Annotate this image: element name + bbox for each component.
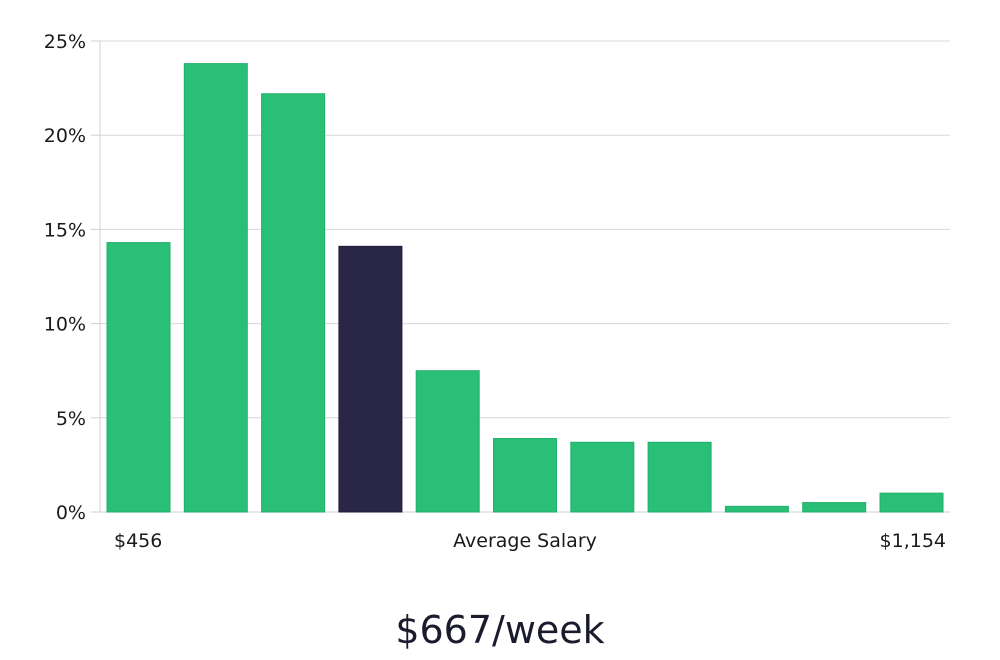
bars <box>106 63 944 513</box>
bar <box>802 502 867 513</box>
bar <box>724 505 789 513</box>
bar <box>647 441 712 513</box>
bar <box>183 63 248 513</box>
average-salary-value: $667/week <box>395 608 605 652</box>
y-tick-label: 10% <box>44 314 86 336</box>
bar <box>879 492 944 513</box>
bar <box>261 93 326 513</box>
bar <box>493 438 557 513</box>
y-tick-label: 15% <box>44 219 86 241</box>
bar-highlighted <box>338 245 403 513</box>
bar <box>570 441 635 513</box>
x-min-label: $456 <box>114 530 162 552</box>
y-tick-label: 20% <box>44 125 86 147</box>
x-axis-title: Average Salary <box>453 530 597 552</box>
y-tick-label: 25% <box>44 31 86 53</box>
y-tick-label: 0% <box>56 502 86 524</box>
x-max-label: $1,154 <box>880 530 946 552</box>
y-tick-label: 5% <box>56 408 86 430</box>
bar <box>106 242 171 513</box>
bar <box>415 370 480 513</box>
y-tick-labels: 0% 5% 10% 15% 20% 25% <box>44 31 86 524</box>
